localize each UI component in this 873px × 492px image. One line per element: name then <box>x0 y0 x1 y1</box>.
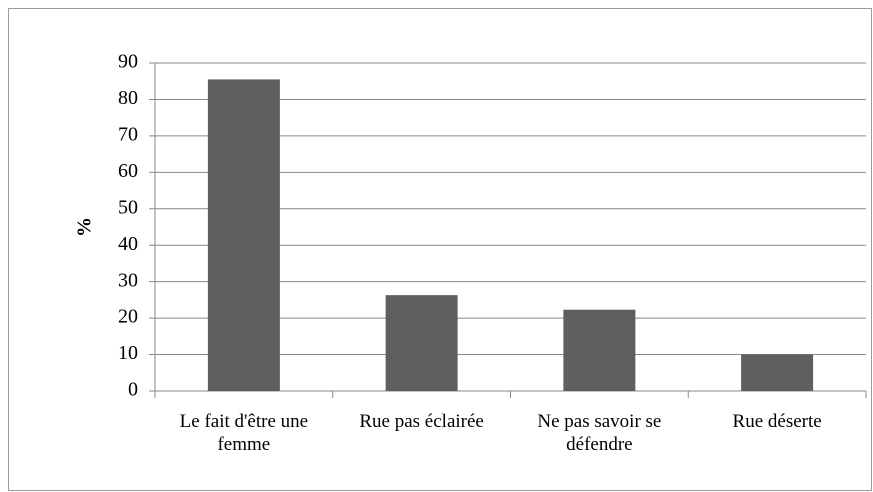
y-tick-label: 60 <box>118 160 138 182</box>
x-tick-label: Ne pas savoir se défendre <box>537 411 662 455</box>
y-tick-label: 80 <box>118 87 138 109</box>
x-tick-label: Le fait d'être une femme <box>179 411 309 455</box>
y-tick-label: 40 <box>118 233 138 255</box>
y-tick-label: 20 <box>118 306 138 328</box>
bar <box>741 354 814 391</box>
bar <box>207 79 280 392</box>
y-tick-label: 90 <box>118 51 138 73</box>
bar <box>563 309 636 391</box>
y-tick-label: 50 <box>118 196 138 218</box>
x-tick-label: Rue déserte <box>732 411 822 432</box>
y-tick-label: 0 <box>128 379 138 401</box>
bar <box>385 295 458 391</box>
y-axis-label: % <box>74 217 96 237</box>
y-tick-label: 30 <box>118 269 138 291</box>
y-tick-label: 70 <box>118 123 138 145</box>
y-tick-label: 10 <box>118 342 138 364</box>
chart-border <box>8 8 872 491</box>
x-tick-label: Rue pas éclairée <box>359 411 484 432</box>
